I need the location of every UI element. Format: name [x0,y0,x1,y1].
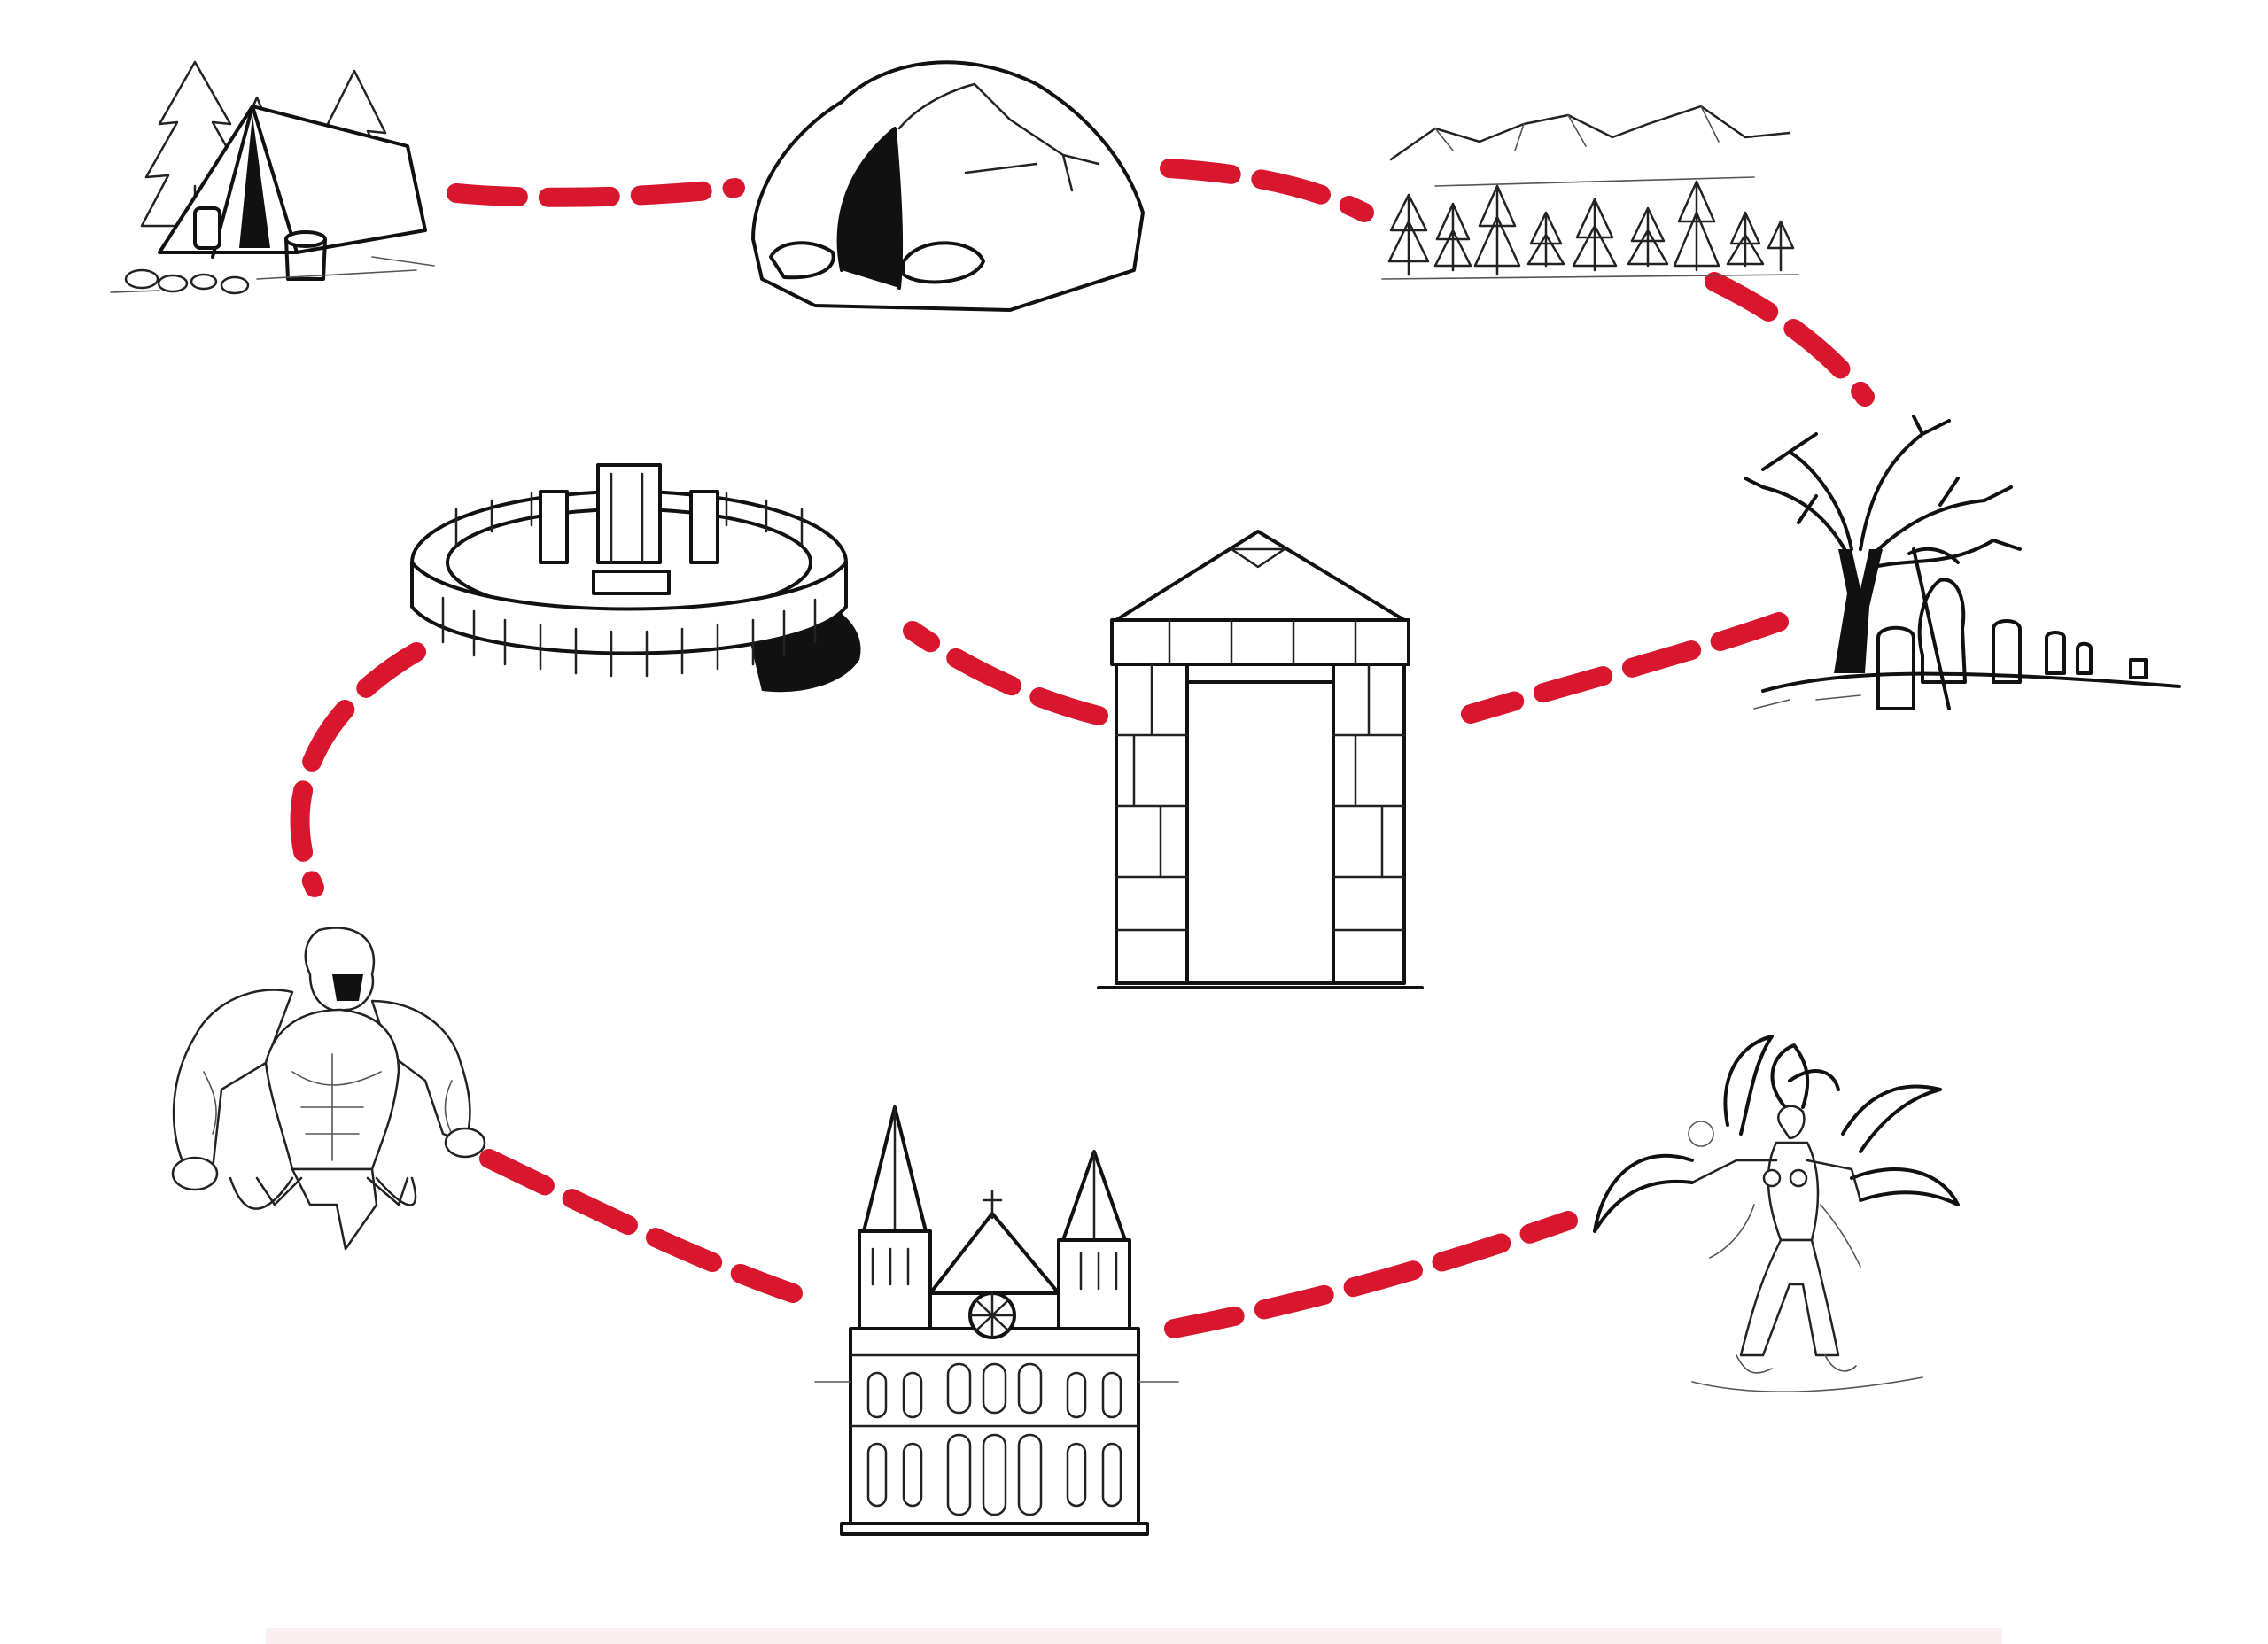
graveyard-reaper-icon [1744,415,2181,710]
location-gate[interactable] [1097,530,1424,989]
route-segment-camp-cave [447,178,745,207]
location-ogre[interactable] [171,927,486,1251]
route-segment-forest-graveyard [1705,272,1875,407]
location-graveyard[interactable] [1744,415,2181,710]
demon-boss-icon [1593,1035,1960,1392]
ogre-monster-icon [171,927,486,1251]
route-segment-ogre-cathedral [479,1149,803,1303]
location-camp[interactable] [110,60,435,295]
location-cathedral[interactable] [814,1105,1179,1536]
route-segment-gate-stonehenge [903,621,1108,725]
route-segment-graveyard-gate [1461,612,1789,724]
location-forest[interactable] [1381,105,1799,280]
route-segment-stonehenge-ogre [290,642,426,897]
route-path [290,159,1875,1338]
route-segment-cathedral-demon [1164,1211,1578,1338]
cave-icon [751,60,1145,312]
stone-circle-icon [410,463,861,693]
route-segment-cave-forest [1160,159,1374,222]
pine-forest-mountains-icon [1381,105,1799,280]
location-cave[interactable] [751,60,1145,312]
bottom-edge-strip [266,1628,2002,1644]
location-demon[interactable] [1593,1035,1960,1392]
tent-camp-icon [110,60,435,295]
location-stonehenge[interactable] [410,463,861,693]
stone-gate-icon [1097,530,1424,989]
cathedral-icon [814,1105,1179,1536]
